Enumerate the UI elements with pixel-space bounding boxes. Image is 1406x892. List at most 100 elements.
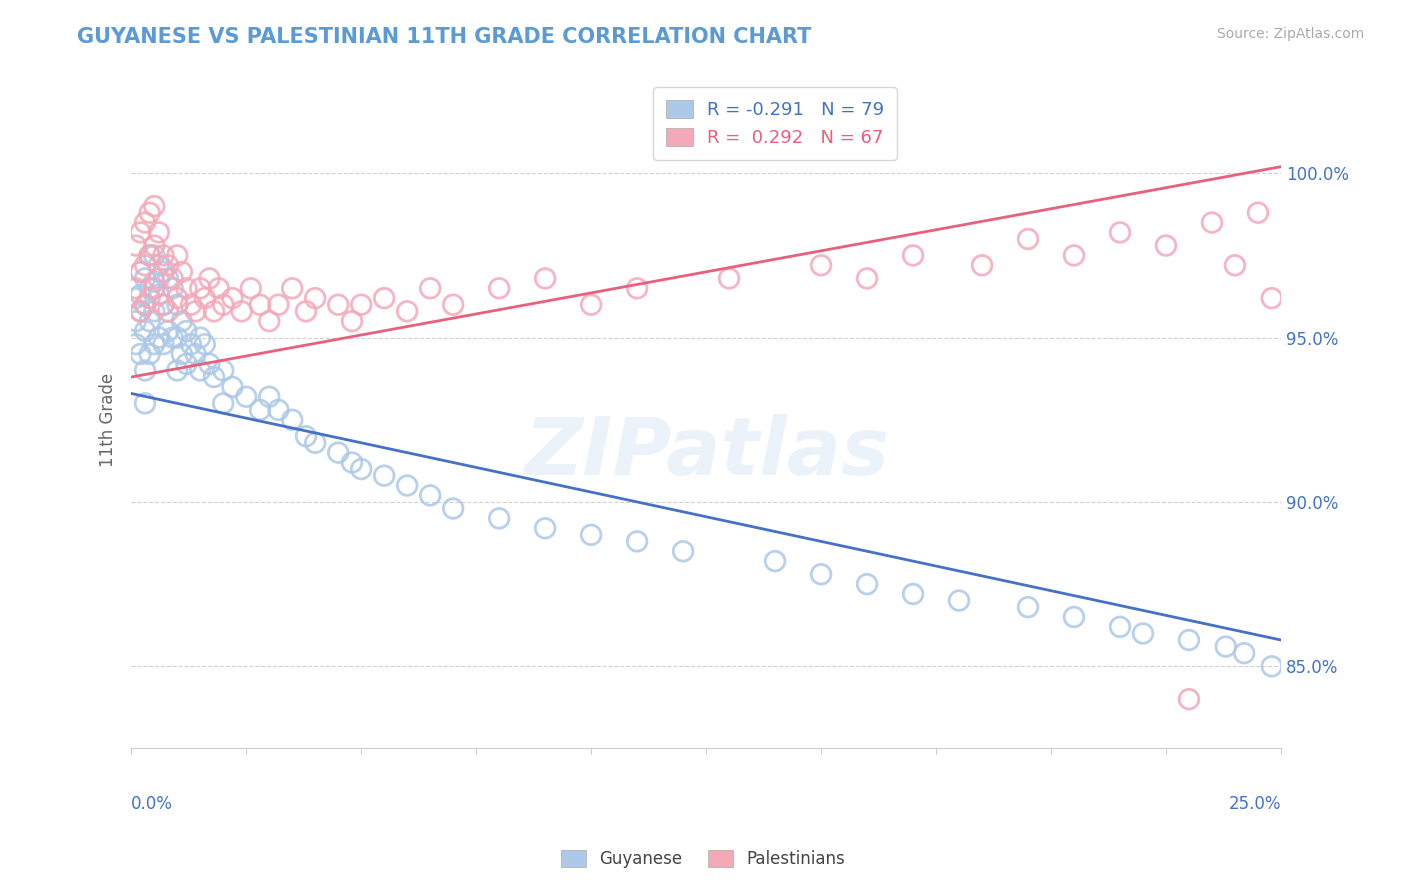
Point bbox=[188, 281, 211, 295]
Point bbox=[129, 347, 152, 361]
Point bbox=[856, 271, 879, 285]
Point bbox=[143, 199, 166, 213]
Point bbox=[157, 271, 180, 285]
Point bbox=[138, 291, 160, 305]
Point bbox=[901, 248, 924, 262]
Point bbox=[579, 528, 602, 542]
Legend: R = -0.291   N = 79, R =  0.292   N = 67: R = -0.291 N = 79, R = 0.292 N = 67 bbox=[654, 87, 897, 160]
Point bbox=[170, 314, 193, 328]
Point bbox=[221, 380, 243, 394]
Point bbox=[340, 314, 363, 328]
Point bbox=[143, 238, 166, 252]
Point bbox=[134, 324, 156, 338]
Point bbox=[373, 468, 395, 483]
Point bbox=[295, 429, 318, 443]
Point bbox=[176, 324, 198, 338]
Point bbox=[579, 298, 602, 312]
Point bbox=[184, 304, 207, 318]
Point bbox=[170, 265, 193, 279]
Point bbox=[350, 462, 373, 476]
Point bbox=[1109, 620, 1132, 634]
Point bbox=[396, 304, 419, 318]
Point bbox=[152, 248, 174, 262]
Point bbox=[129, 304, 152, 318]
Point bbox=[138, 205, 160, 219]
Point bbox=[148, 330, 170, 344]
Point bbox=[143, 248, 166, 262]
Point bbox=[267, 298, 290, 312]
Point bbox=[152, 298, 174, 312]
Point bbox=[125, 337, 148, 351]
Point bbox=[231, 304, 253, 318]
Point bbox=[143, 281, 166, 295]
Point bbox=[134, 363, 156, 377]
Point bbox=[626, 534, 648, 549]
Point bbox=[970, 258, 993, 272]
Point bbox=[810, 567, 832, 582]
Point bbox=[1017, 232, 1039, 246]
Point bbox=[281, 413, 304, 427]
Point bbox=[166, 363, 188, 377]
Point bbox=[1178, 692, 1201, 706]
Point bbox=[134, 298, 156, 312]
Point bbox=[143, 337, 166, 351]
Point bbox=[295, 304, 318, 318]
Point bbox=[180, 298, 202, 312]
Point bbox=[134, 271, 156, 285]
Point bbox=[138, 248, 160, 262]
Point bbox=[221, 291, 243, 305]
Point bbox=[304, 435, 326, 450]
Point bbox=[129, 288, 152, 302]
Point bbox=[138, 248, 160, 262]
Point bbox=[441, 298, 464, 312]
Point bbox=[134, 258, 156, 272]
Point bbox=[198, 357, 221, 371]
Point bbox=[162, 330, 184, 344]
Point bbox=[143, 275, 166, 289]
Point bbox=[419, 488, 441, 502]
Y-axis label: 11th Grade: 11th Grade bbox=[100, 373, 117, 467]
Point bbox=[148, 288, 170, 302]
Point bbox=[1201, 215, 1223, 229]
Point bbox=[1063, 248, 1085, 262]
Point bbox=[672, 544, 695, 558]
Point bbox=[198, 271, 221, 285]
Point bbox=[194, 337, 217, 351]
Point bbox=[129, 304, 152, 318]
Point bbox=[125, 291, 148, 305]
Point bbox=[1247, 205, 1270, 219]
Point bbox=[1154, 238, 1177, 252]
Point bbox=[1233, 646, 1256, 660]
Point bbox=[138, 281, 160, 295]
Point bbox=[534, 521, 557, 535]
Point bbox=[257, 390, 280, 404]
Point bbox=[212, 396, 235, 410]
Point bbox=[1178, 632, 1201, 647]
Point bbox=[148, 271, 170, 285]
Point bbox=[134, 298, 156, 312]
Point bbox=[1109, 226, 1132, 240]
Point bbox=[194, 291, 217, 305]
Point bbox=[207, 281, 229, 295]
Point bbox=[125, 314, 148, 328]
Point bbox=[901, 587, 924, 601]
Text: Source: ZipAtlas.com: Source: ZipAtlas.com bbox=[1216, 27, 1364, 41]
Point bbox=[239, 281, 262, 295]
Legend: Guyanese, Palestinians: Guyanese, Palestinians bbox=[554, 843, 852, 875]
Point bbox=[162, 281, 184, 295]
Point bbox=[328, 445, 350, 459]
Point bbox=[396, 478, 419, 492]
Point bbox=[488, 281, 510, 295]
Point bbox=[157, 324, 180, 338]
Point bbox=[212, 363, 235, 377]
Point bbox=[212, 298, 235, 312]
Point bbox=[1017, 600, 1039, 615]
Point bbox=[534, 271, 557, 285]
Point bbox=[249, 403, 271, 417]
Point bbox=[166, 291, 188, 305]
Point bbox=[810, 258, 832, 272]
Point bbox=[188, 363, 211, 377]
Point bbox=[373, 291, 395, 305]
Point bbox=[166, 248, 188, 262]
Point bbox=[162, 271, 184, 285]
